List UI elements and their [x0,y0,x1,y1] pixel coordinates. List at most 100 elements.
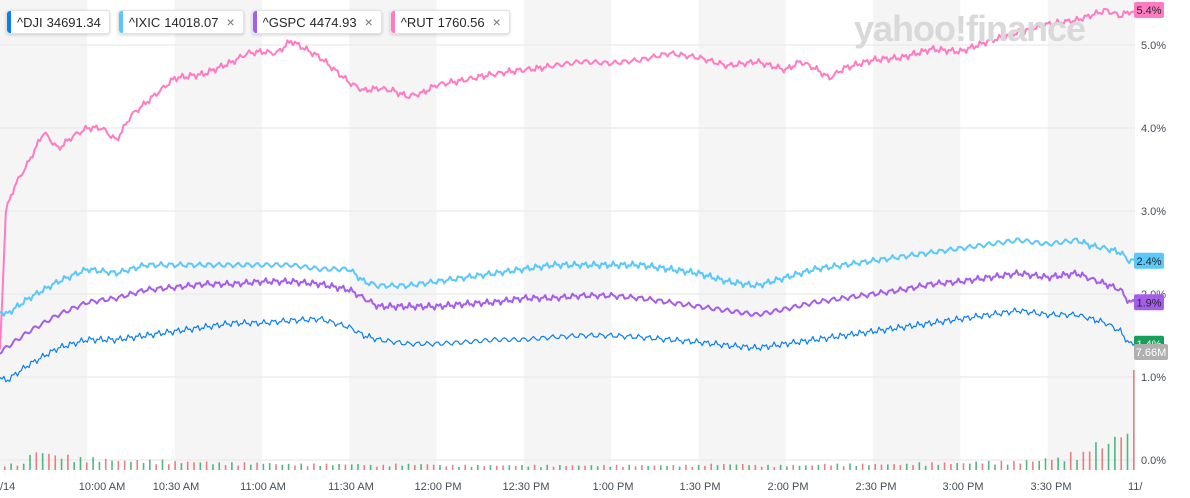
volume-bar [205,461,208,470]
badge-rut [1134,2,1164,18]
volume-bar [1107,443,1110,470]
volume-bar [1013,461,1015,470]
yahoo-finance-watermark: yahoo!finance [854,8,1086,49]
volume-bar [773,467,776,470]
x-tick-label: 1:30 PM [680,481,721,493]
volume-bar [603,464,605,470]
volume-bar [975,461,977,470]
volume-bar [136,460,139,470]
volume-bar [962,463,965,470]
volume-bar [969,463,971,470]
volume-bar [85,462,88,470]
volume-bar [666,465,668,470]
y-tick-label: 0.0% [1141,455,1166,467]
volume-bar [111,460,113,470]
x-tick-label: 11/ [1128,481,1143,493]
volume-bar [697,464,700,470]
series-color-swatch [252,11,257,33]
volume-bar [35,452,38,470]
volume-bar [60,458,63,470]
volume-bar [590,465,593,470]
volume-bar [117,460,120,470]
remove-series-icon[interactable]: × [364,14,373,30]
volume-bar [905,463,908,470]
y-tick-label: 4.0% [1141,123,1166,135]
volume-bar [521,464,523,470]
series-line-gspc [0,269,1136,355]
alternating-bands [0,0,1135,470]
volume-bar [672,465,675,470]
series-color-swatch [118,11,123,33]
volume-bar [281,464,284,470]
volume-bar [1038,460,1040,470]
volume-bar [987,461,990,470]
badge-label-gspc: 1.9% [1136,297,1161,309]
series-line-dji [0,307,1136,383]
remove-series-icon[interactable]: × [492,14,501,30]
volume-bar [735,464,738,470]
volume-bar [943,462,946,470]
volume-bar [729,464,731,470]
volume-bar [571,465,574,470]
x-tick-label: 10:00 AM [79,481,125,493]
volume-bar [98,461,101,470]
time-band [174,0,262,470]
volume-bar [338,463,340,470]
volume-bar [893,464,895,470]
volume-bar [167,464,170,470]
volume-bar [508,465,511,470]
volume-bar [1120,437,1122,470]
volume-bar [382,464,385,470]
volume-bar [388,466,391,470]
remove-series-icon[interactable]: × [226,14,235,30]
volume-bar [653,465,656,470]
volume-bar [224,465,227,470]
volume-bar [1101,448,1104,470]
volume-bar [249,464,252,470]
volume-bar [716,465,719,470]
volume-bar [130,461,132,470]
legend-symbol: ^DJI [17,14,43,30]
series-lines [0,7,1136,383]
x-tick-label: 11:00 AM [240,481,286,493]
volume-bar [41,453,44,470]
volume-bar [779,464,782,470]
y-tick-label: 1.0% [1141,372,1166,384]
legend-chip-gspc[interactable]: ^GSPC 4474.93 × [251,10,382,34]
volume-bar [174,461,176,470]
volume-bar [231,462,233,470]
x-axis: /14 10:00 AM 10:30 AM 11:00 AM 11:30 AM 12:00… [0,481,1143,493]
volume-bar [142,462,145,470]
volume-bar [950,463,952,470]
volume-bar [880,464,883,470]
volume-bar [92,457,94,470]
series-color-swatch [390,11,395,33]
volume-bar [741,464,744,470]
volume-bar [306,466,309,470]
x-tick-label: 2:00 PM [768,481,809,493]
volume-bar [584,465,586,470]
volume-bar [439,465,441,470]
volume-bar [1057,457,1059,470]
volume-bar [1025,460,1028,470]
time-band [1047,0,1135,470]
legend-chip-ixic[interactable]: ^IXIC 14018.07 × [117,10,244,34]
volume-bar [874,463,877,470]
legend-chip-rut[interactable]: ^RUT 1760.56 × [389,10,510,34]
volume-bar [792,465,795,470]
legend-chip-dji[interactable]: ^DJI 34691.34 [6,10,110,34]
volume-bar [426,464,429,470]
volume-bar [849,463,851,470]
volume-bar [67,454,69,470]
volume-bar [294,465,296,470]
volume-bar [104,458,107,470]
legend-value: 14018.07 [164,14,219,30]
volume-bar [647,465,649,470]
volume-bar [924,465,927,470]
legend-value: 4474.93 [309,14,357,30]
volume-bar [748,465,750,470]
volume-bar [899,465,902,470]
volume-bar [464,464,467,470]
volume-bar [344,464,347,470]
